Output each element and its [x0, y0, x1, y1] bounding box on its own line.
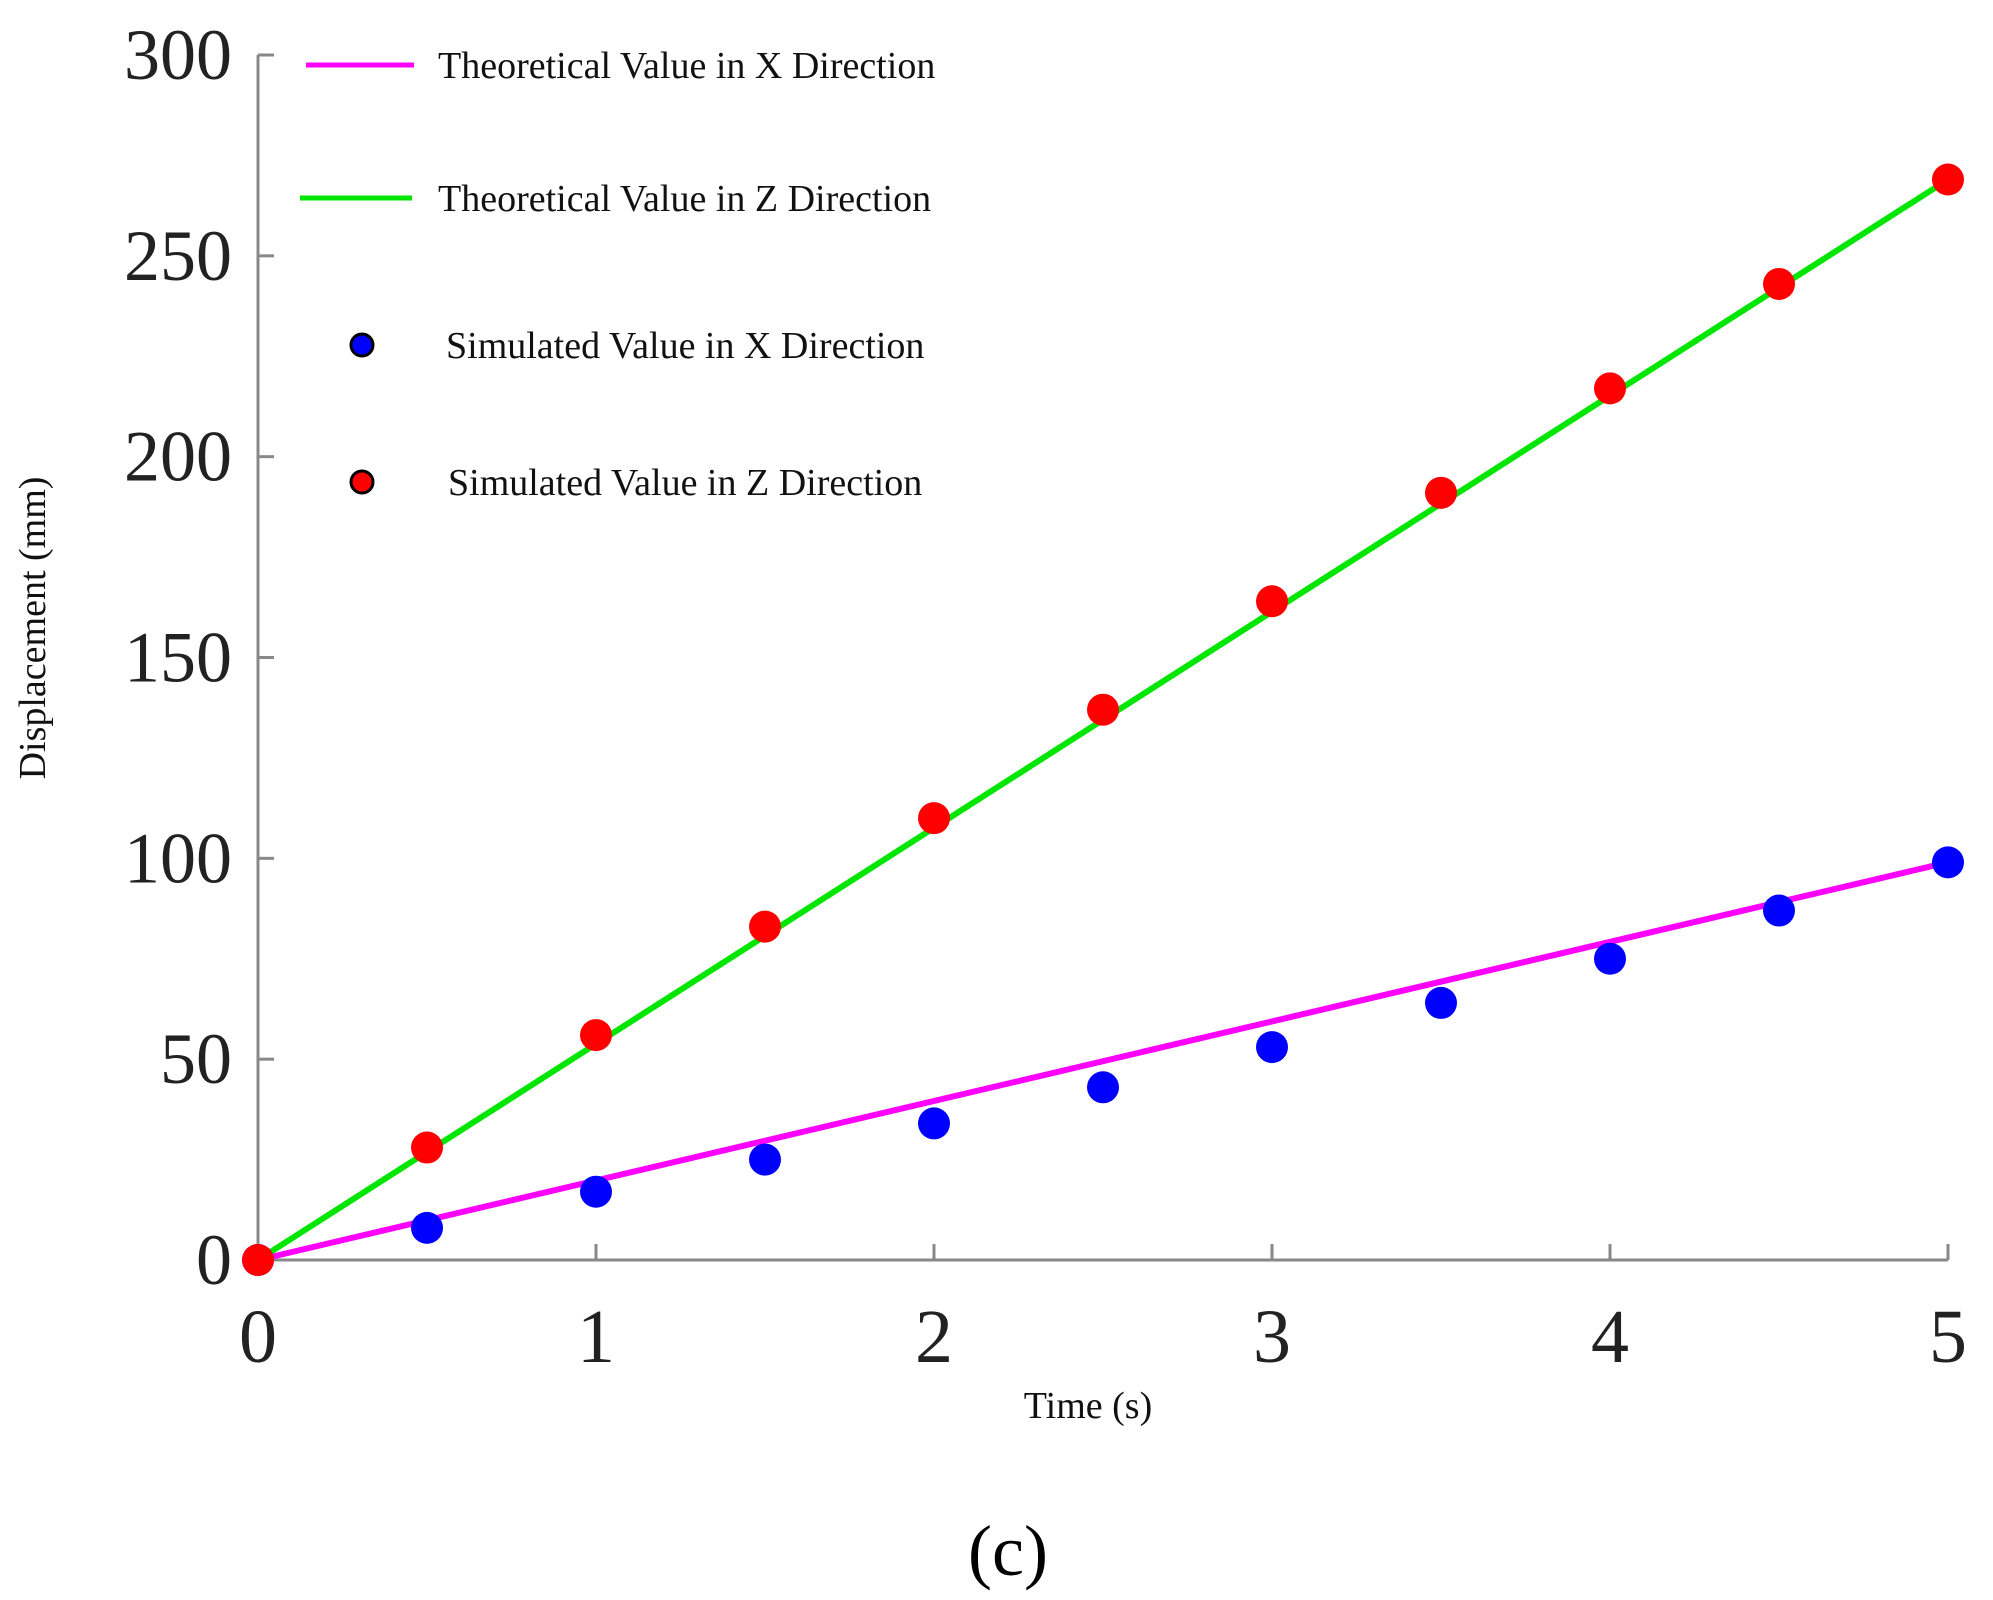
y-tick-label: 150: [124, 618, 232, 698]
series-points: [242, 163, 1964, 1276]
panel-label: (c): [968, 1511, 1048, 1591]
data-point: [1594, 372, 1626, 405]
data-point: [1932, 846, 1964, 879]
y-tick-label: 300: [124, 15, 232, 95]
y-tick-label: 50: [160, 1019, 232, 1099]
x-tick-label: 0: [239, 1295, 277, 1379]
y-tick-label: 100: [124, 818, 232, 898]
data-point: [580, 1019, 612, 1052]
legend-marker-swatch: [349, 332, 375, 358]
series-line: [257, 859, 1949, 1263]
x-axis-ticks: 0 1 2 3 4 5: [239, 1244, 1967, 1379]
x-axis-label: Time (s): [1024, 1385, 1152, 1427]
legend-label: Theoretical Value in X Direction: [438, 45, 935, 87]
y-tick-label: 200: [124, 417, 232, 497]
legend-label: Theoretical Value in Z Direction: [438, 178, 931, 220]
data-point: [918, 1107, 950, 1140]
y-tick-label: 250: [124, 216, 232, 296]
legend: Theoretical Value in X Direction Theoreti…: [300, 45, 935, 504]
data-point: [1932, 163, 1964, 196]
data-point: [411, 1131, 443, 1164]
data-point: [1425, 476, 1457, 509]
y-axis-label: Displacement (mm): [12, 477, 54, 780]
data-point: [1256, 1031, 1288, 1064]
data-point: [411, 1211, 443, 1244]
data-point: [918, 802, 950, 835]
data-point: [1594, 942, 1626, 975]
legend-label: Simulated Value in X Direction: [446, 325, 924, 367]
x-tick-label: 5: [1929, 1295, 1967, 1379]
y-axis-ticks: 0 50 100 150 200 250 300: [124, 15, 274, 1300]
data-point: [1763, 894, 1795, 927]
x-tick-label: 2: [915, 1295, 953, 1379]
data-point: [749, 910, 781, 943]
data-point: [242, 1244, 274, 1276]
data-point: [749, 1143, 781, 1176]
data-point: [580, 1175, 612, 1208]
data-point: [1087, 1071, 1119, 1104]
legend-label: Simulated Value in Z Direction: [448, 462, 922, 504]
data-point: [1425, 986, 1457, 1019]
x-tick-label: 3: [1253, 1295, 1291, 1379]
x-tick-label: 4: [1591, 1295, 1629, 1379]
x-tick-label: 1: [577, 1295, 615, 1379]
legend-marker-swatch: [349, 469, 375, 495]
data-point: [1087, 693, 1119, 726]
data-point: [1763, 267, 1795, 300]
data-point: [1256, 585, 1288, 618]
y-tick-label: 0: [196, 1220, 232, 1300]
